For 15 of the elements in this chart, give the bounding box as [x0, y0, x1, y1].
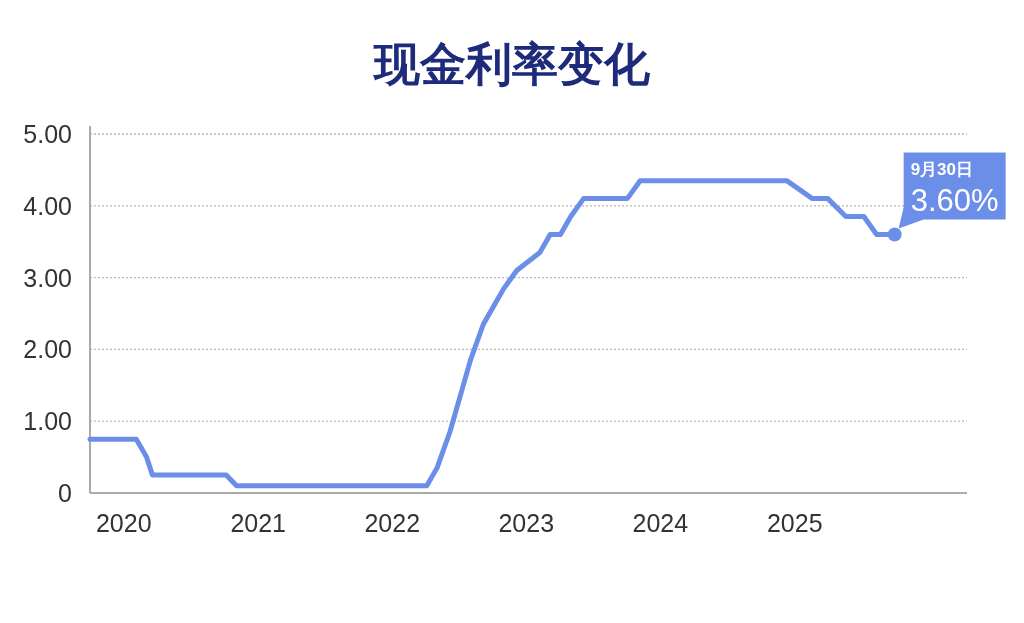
y-tick-label: 2.00 — [23, 335, 72, 364]
x-tick-label: 2024 — [632, 509, 689, 537]
y-tick-label: 0 — [58, 479, 72, 507]
x-tick-label: 2025 — [766, 509, 823, 537]
y-tick-label: 1.00 — [23, 407, 72, 436]
y-tick-label: 3.00 — [23, 263, 72, 292]
x-tick-label: 2022 — [364, 509, 421, 537]
x-tick-label: 2023 — [498, 509, 555, 537]
annotation: 9月30日 — [910, 159, 974, 179]
x-tick-label: 2021 — [230, 509, 287, 537]
y-tick-label: 5.00 — [23, 120, 72, 148]
annotation: 3.60% — [910, 182, 999, 218]
y-tick-label: 4.00 — [23, 191, 72, 220]
x-tick-label: 2020 — [95, 509, 152, 537]
title: 现金利率变化 — [374, 38, 650, 90]
